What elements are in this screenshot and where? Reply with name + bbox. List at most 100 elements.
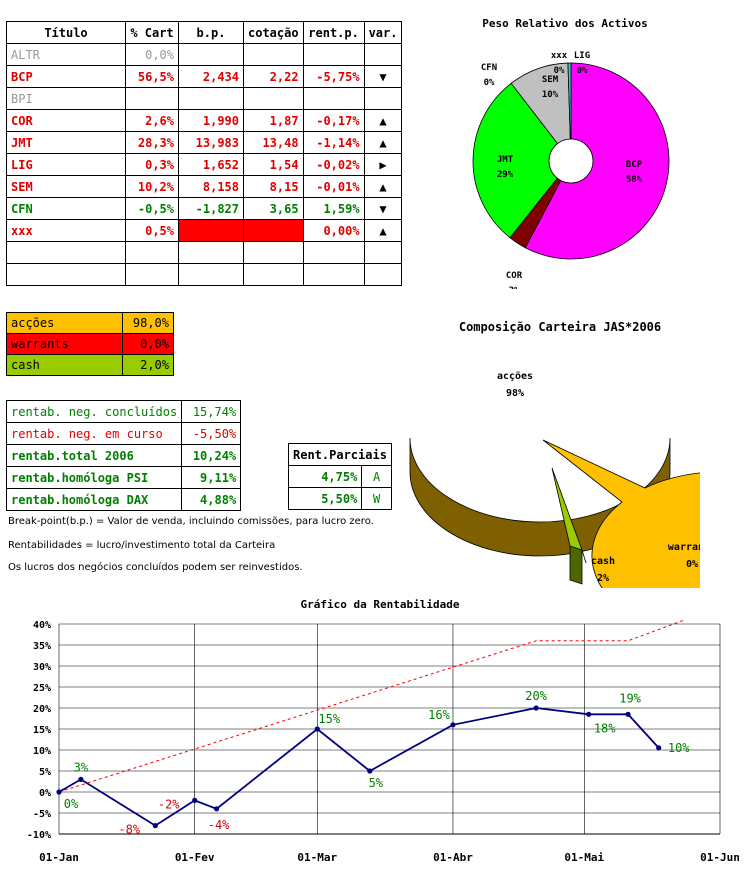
variation-arrow-icon: ▼ [363,65,403,88]
y-tick-label: 25% [33,683,51,694]
pie3d-label: cash [591,556,615,567]
holding-row [6,241,403,264]
pie-slice-lig [567,62,572,162]
holding-bp [178,87,244,110]
pie-label: xxx [551,51,568,61]
holding-row: ALTR 0,0% [6,43,403,66]
returns-series-line [58,707,660,827]
data-point [586,711,592,717]
col-header-bp: b.p. [178,21,244,44]
return-value: 4,88% [181,488,242,511]
y-tick-label: 10% [33,746,51,757]
data-label: 5% [369,776,384,790]
pie-label: JMT [497,155,514,165]
return-value: 9,11% [181,466,242,489]
data-point [450,722,456,728]
return-row: rentab. neg. concluídos 15,74% [5,400,242,423]
donut-hole [548,138,594,184]
data-point [213,806,220,812]
return-label: rentab. neg. em curso [5,422,183,445]
holding-bp: 1,990 [178,109,244,132]
data-point [314,726,320,732]
data-point [367,768,373,774]
holding-row [6,263,403,286]
y-tick-label: 5% [39,767,51,778]
holding-pct: 0,0% [125,43,179,66]
partial-returns-table: Rent.Parciais 4,75% A 5,50% W [287,443,392,510]
holding-pct: 0,5% [125,219,179,242]
holding-bp [178,43,244,66]
holding-price: 2,22 [243,65,304,88]
holding-pct [125,241,179,264]
pie-slice-jmt [472,82,572,239]
x-tick-label: 01-Mar [297,851,337,864]
pie-label: BCP [626,160,643,170]
holding-bp: 13,983 [178,131,244,154]
holding-row: LIG 0,3% 1,652 1,54 -0,02% ▶ [6,153,403,176]
holding-rent [302,43,365,66]
holding-rent: -0,01% [302,175,365,198]
holding-pct: 10,2% [125,175,179,198]
y-tick-label: 0% [39,788,51,799]
return-row: rentab.homóloga DAX 4,88% [5,488,242,511]
col-header-var: var. [363,21,403,44]
pie-slice-cash [551,467,583,551]
holding-bp: 1,652 [178,153,244,176]
x-tick-label: 01-Jun [700,851,740,864]
holdings-header-row: Título % Cart b.p. cotação rent.p. var. [6,21,403,44]
pie3d-value-label: 0% [686,559,698,570]
holding-rent: -0,17% [302,109,365,132]
partial-return-tag: A [361,465,392,488]
pie3d-label: warrants [668,542,700,553]
pie-value-label: 58% [626,175,643,185]
holding-bp: 2,434 [178,65,244,88]
col-header-pct: % Cart [125,21,179,44]
y-tick-label: 15% [33,725,51,736]
holding-pct: 56,5% [125,65,179,88]
x-tick-label: 01-Abr [433,851,473,864]
holding-price: 1,87 [243,109,304,132]
data-label: 0% [64,797,79,811]
holding-name: BCP [6,65,126,88]
warrants-leader-line [581,549,587,564]
return-label: rentab.homóloga DAX [5,488,183,511]
holding-pct: 28,3% [125,131,179,154]
holding-var [363,87,403,110]
holding-price: 3,65 [243,197,304,220]
holding-row: xxx 0,5% 0,00% ▲ [6,219,403,242]
variation-arrow-icon: ▶ [363,153,403,176]
x-tick-label: 01-Mai [564,851,604,864]
pie-slice-accoes [542,439,700,588]
pie-value-label: 3% [509,286,520,289]
pie-chart-title: Peso Relativo dos Activos [482,17,648,30]
variation-arrow-icon: ▲ [363,175,403,198]
pie-label: SEM [542,75,559,85]
holding-var [363,263,403,286]
holding-row: BCP 56,5% 2,434 2,22 -5,75% ▼ [6,65,403,88]
data-point [625,711,631,717]
pie-slice-bcp [524,62,670,260]
holding-price [243,263,304,286]
holding-price: 8,15 [243,175,304,198]
pie3d-value-label: 2% [597,573,609,584]
holding-bp [178,263,244,286]
holding-price [243,241,304,264]
allocation-row: warrants 0,0% [6,333,174,355]
holding-name: BPI [6,87,126,110]
holding-price [243,219,304,242]
holding-price [243,43,304,66]
holding-pct [125,87,179,110]
benchmark-series-line [58,619,686,793]
holding-bp [178,241,244,264]
holding-row: CFN -0,5% -1,827 3,65 1,59% ▼ [6,197,403,220]
data-label: 10% [668,741,690,755]
holdings-table: Título % Cart b.p. cotação rent.p. var. … [6,21,403,286]
y-tick-label: 35% [33,641,51,652]
y-tick-label: 40% [33,620,51,631]
holding-rent: -1,14% [302,131,365,154]
holding-row: COR 2,6% 1,990 1,87 -0,17% ▲ [6,109,403,132]
holding-rent [302,263,365,286]
pie-value-label: 0% [484,78,495,88]
data-point [78,776,84,782]
holding-price [243,87,304,110]
